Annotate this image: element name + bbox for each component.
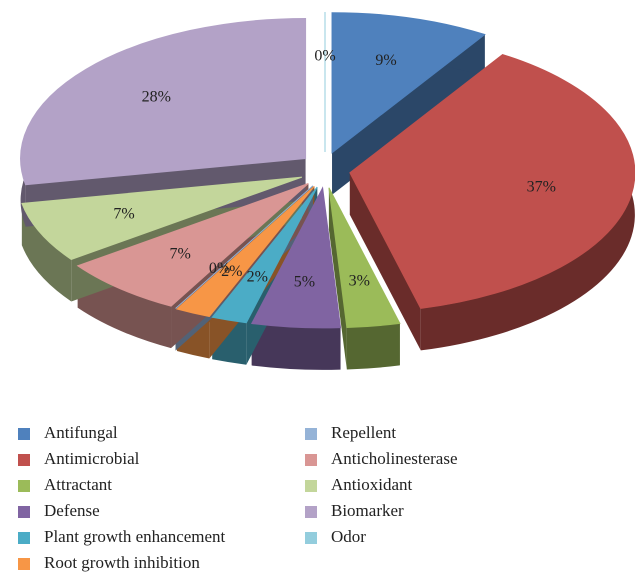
data-label: 0% [209,260,230,277]
legend-swatch [18,428,30,440]
legend-label: Antifungal [44,423,118,442]
slice-side [251,323,341,370]
slice [21,176,303,260]
slice [349,54,635,309]
legend-swatch [18,558,30,570]
slice [175,185,314,309]
slice-side [328,187,347,370]
data-label: 2% [221,263,242,280]
slice-side [332,34,485,195]
data-label: 5% [294,273,315,290]
slice [175,185,315,318]
legend-swatch [18,454,30,466]
slice [331,12,486,154]
data-label: 7% [170,246,191,263]
legend-swatch [305,532,317,544]
slice-side [346,323,400,370]
data-label: 37% [527,178,556,195]
data-label: 28% [142,89,171,106]
data-label: 0% [314,47,335,64]
legend-swatch [305,428,317,440]
legend-label: Anticholinesterase [331,449,458,468]
legend-swatch [305,454,317,466]
slice [211,186,318,324]
legend-swatch [18,532,30,544]
slice [20,18,307,186]
data-label: 3% [349,272,370,289]
legend-label: Odor [331,527,366,546]
legend-label: Plant growth enhancement [44,527,226,546]
slice-side [349,172,421,351]
slice-side [21,203,72,302]
slice [250,186,342,329]
legend-swatch [18,506,30,518]
legend-label: Biomarker [331,501,404,520]
legend-swatch [305,480,317,492]
data-label: 7% [113,206,134,223]
legend-swatch [18,480,30,492]
legend-label: Repellent [331,423,396,442]
data-label: 9% [375,52,396,69]
slice [76,183,309,307]
data-label: 2% [247,268,268,285]
legend-label: Root growth inhibition [44,553,200,572]
legend-label: Antimicrobial [44,449,140,468]
legend-label: Attractant [44,475,112,494]
slice [328,187,401,329]
legend-label: Defense [44,501,100,520]
legend-swatch [305,506,317,518]
legend-label: Antioxidant [331,475,412,494]
